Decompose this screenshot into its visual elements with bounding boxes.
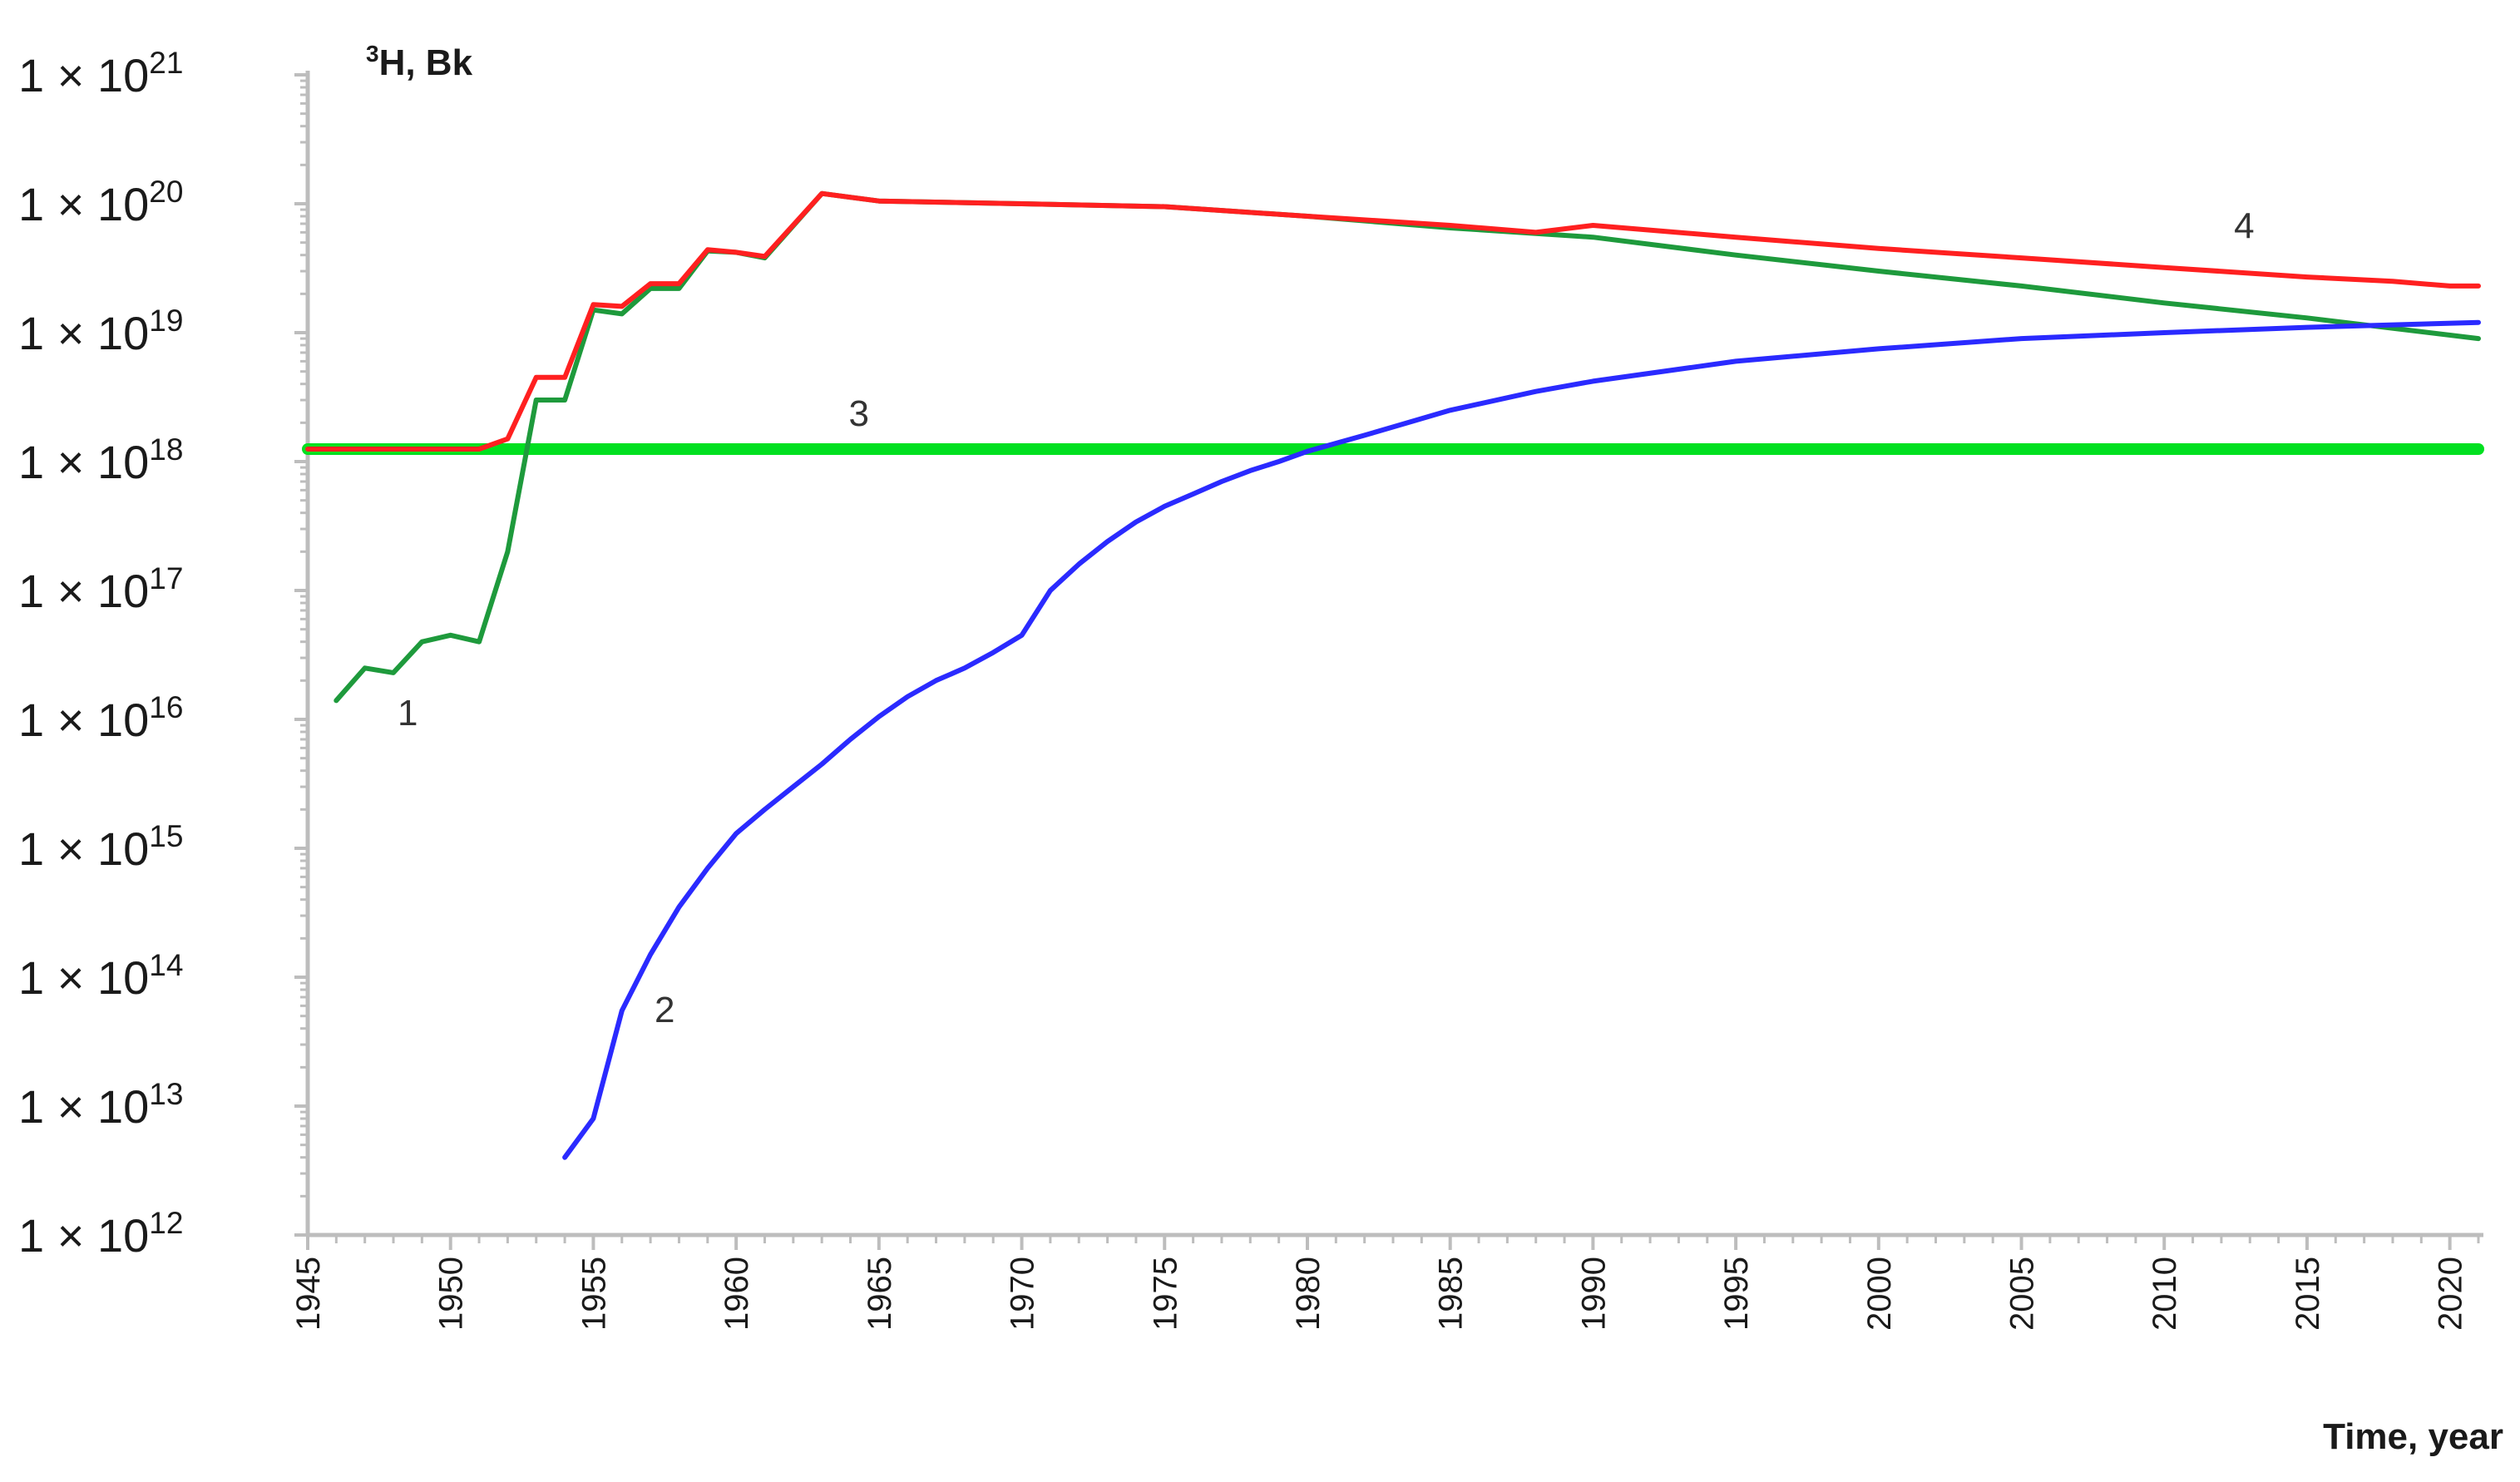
series-label-3: 3 (849, 393, 869, 434)
x-tick-label: 1960 (719, 1257, 755, 1331)
y-tick-mantissa: 1 × 10 (18, 307, 149, 359)
x-tick-label: 1955 (576, 1257, 612, 1331)
y-tick-exponent: 15 (149, 819, 183, 853)
y-tick-label: 1 × 1017 (18, 561, 183, 617)
series-label-4: 4 (2234, 205, 2254, 246)
x-tick-label: 2015 (2290, 1257, 2326, 1331)
y-tick-exponent: 16 (149, 690, 183, 724)
y-tick-exponent: 20 (149, 175, 183, 209)
y-tick-exponent: 17 (149, 561, 183, 595)
y-tick-mantissa: 1 × 10 (18, 951, 149, 1004)
y-tick-label: 1 × 1020 (18, 175, 183, 230)
y-tick-label: 1 × 1018 (18, 432, 183, 488)
series-label-1: 1 (398, 693, 418, 734)
y-axis-title-superscript: 3 (366, 41, 379, 67)
y-tick-mantissa: 1 × 10 (18, 694, 149, 746)
x-tick-label: 1970 (1005, 1257, 1041, 1331)
y-tick-label: 1 × 1013 (18, 1077, 183, 1133)
y-axis-title-text: H, Bk (379, 42, 473, 83)
series-line-2 (562, 319, 2481, 1160)
y-tick-exponent: 14 (149, 948, 183, 982)
x-tick-label: 1990 (1575, 1257, 1612, 1331)
x-tick-label: 2020 (2433, 1257, 2469, 1331)
x-tick-label: 1985 (1433, 1257, 1470, 1331)
x-tick-label: 1980 (1290, 1257, 1327, 1331)
y-tick-label: 1 × 1021 (18, 46, 183, 101)
series-lines (302, 190, 2484, 1160)
x-tick-label: 2005 (2004, 1257, 2041, 1331)
y-tick-exponent: 19 (149, 304, 183, 338)
y-tick-label: 1 × 1014 (18, 948, 183, 1004)
x-tick-label: 1975 (1147, 1257, 1183, 1331)
y-tick-mantissa: 1 × 10 (18, 178, 149, 230)
x-tick-label: 1945 (290, 1257, 327, 1331)
x-tick-label: 2000 (1861, 1257, 1898, 1331)
x-tick-label: 1965 (862, 1257, 898, 1331)
y-tick-exponent: 21 (149, 46, 183, 80)
y-tick-mantissa: 1 × 10 (18, 823, 149, 875)
axes (294, 71, 2483, 1250)
y-tick-mantissa: 1 × 10 (18, 1080, 149, 1133)
y-tick-exponent: 12 (149, 1206, 183, 1240)
y-tick-mantissa: 1 × 10 (18, 565, 149, 617)
y-tick-label: 1 × 1012 (18, 1206, 183, 1262)
y-tick-label: 1 × 1015 (18, 819, 183, 875)
y-tick-mantissa: 1 × 10 (18, 1209, 149, 1262)
y-tick-mantissa: 1 × 10 (18, 49, 149, 101)
x-tick-label: 1995 (1718, 1257, 1755, 1331)
y-axis-title: 3H, Bk (366, 41, 473, 83)
x-tick-label: 2010 (2147, 1257, 2183, 1331)
y-tick-exponent: 18 (149, 432, 183, 467)
y-tick-label: 1 × 1019 (18, 304, 183, 359)
series-label-2: 2 (655, 990, 674, 1030)
y-tick-exponent: 13 (149, 1077, 183, 1111)
y-tick-label: 1 × 1016 (18, 690, 183, 746)
series-labels: 1 2 3 4 (398, 205, 2255, 1030)
x-axis-title: Time, year (2323, 1416, 2503, 1457)
series-line-4 (305, 190, 2481, 452)
y-tick-mantissa: 1 × 10 (18, 436, 149, 488)
x-tick-label: 1950 (433, 1257, 470, 1331)
